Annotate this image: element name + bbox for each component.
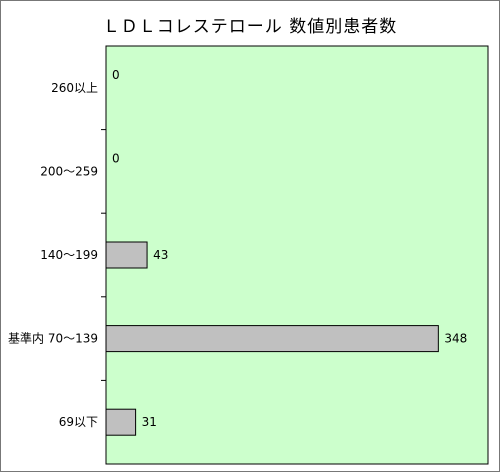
category-label: 140～199 <box>40 248 98 262</box>
chart-title: ＬＤＬコレステロール 数値別患者数 <box>102 17 398 37</box>
value-label: 43 <box>153 248 168 262</box>
category-label: 200～259 <box>40 164 98 178</box>
value-label: 0 <box>112 68 120 82</box>
value-label: 0 <box>112 151 120 165</box>
category-label: 260以上 <box>51 81 98 95</box>
value-label: 348 <box>444 332 467 346</box>
bar <box>105 241 148 269</box>
value-label: 31 <box>142 415 157 429</box>
category-label: 69以下 <box>59 415 98 429</box>
bar <box>105 408 137 436</box>
bar <box>105 325 439 353</box>
plot-area <box>105 45 489 465</box>
category-label: 基準内 70～139 <box>8 331 98 346</box>
